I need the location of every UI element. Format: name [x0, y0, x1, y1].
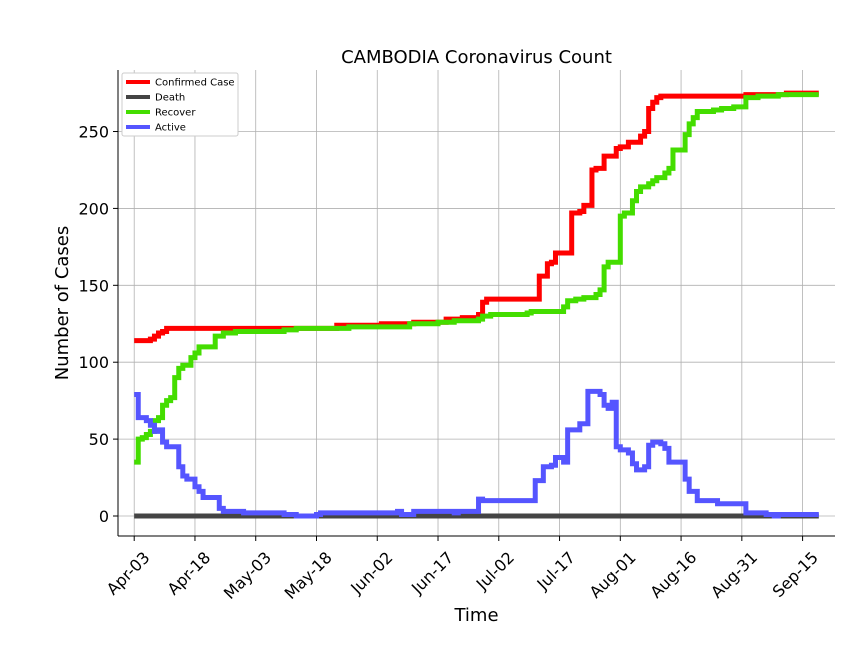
- legend-label: Confirmed Case: [155, 78, 235, 89]
- x-tick-label: Jun-17: [407, 548, 457, 598]
- x-tick-label: Sep-15: [769, 548, 822, 601]
- legend-label: Death: [155, 93, 185, 104]
- x-tick-label: Jun-02: [346, 548, 396, 598]
- legend-label: Recover: [155, 108, 196, 119]
- x-tick-label: Aug-31: [707, 548, 761, 602]
- x-tick-label: Aug-16: [646, 548, 700, 602]
- x-tick-label: Apr-18: [164, 548, 215, 599]
- x-tick-label: Jul-17: [533, 548, 579, 594]
- legend-box: [121, 72, 239, 137]
- y-tick-label: 0: [99, 507, 109, 526]
- y-axis-label: Number of Cases: [52, 226, 73, 381]
- legend: Confirmed Case Death Recover Active: [121, 72, 239, 137]
- x-tick-label: May-18: [281, 548, 336, 603]
- y-tick-label: 100: [78, 353, 109, 372]
- legend-label: Active: [155, 123, 186, 134]
- x-axis-label: Time: [453, 605, 498, 626]
- x-tick-label: Apr-03: [103, 548, 154, 599]
- x-tick-label: Aug-01: [586, 548, 640, 602]
- y-tick-label: 200: [78, 199, 109, 218]
- series-line-recover: [134, 92, 819, 465]
- y-tick-label: 50: [89, 430, 109, 449]
- axes-layer: [117, 70, 835, 537]
- chart-title: CAMBODIA Coronavirus Count: [341, 47, 612, 68]
- y-tick-label: 250: [78, 123, 109, 142]
- y-tick-label: 150: [78, 276, 109, 295]
- series-layer: [134, 90, 819, 519]
- x-tick-label: May-03: [220, 548, 275, 603]
- grid-layer: [118, 70, 835, 536]
- series-line-active: [134, 388, 819, 519]
- x-tick-label: Jul-02: [472, 548, 518, 594]
